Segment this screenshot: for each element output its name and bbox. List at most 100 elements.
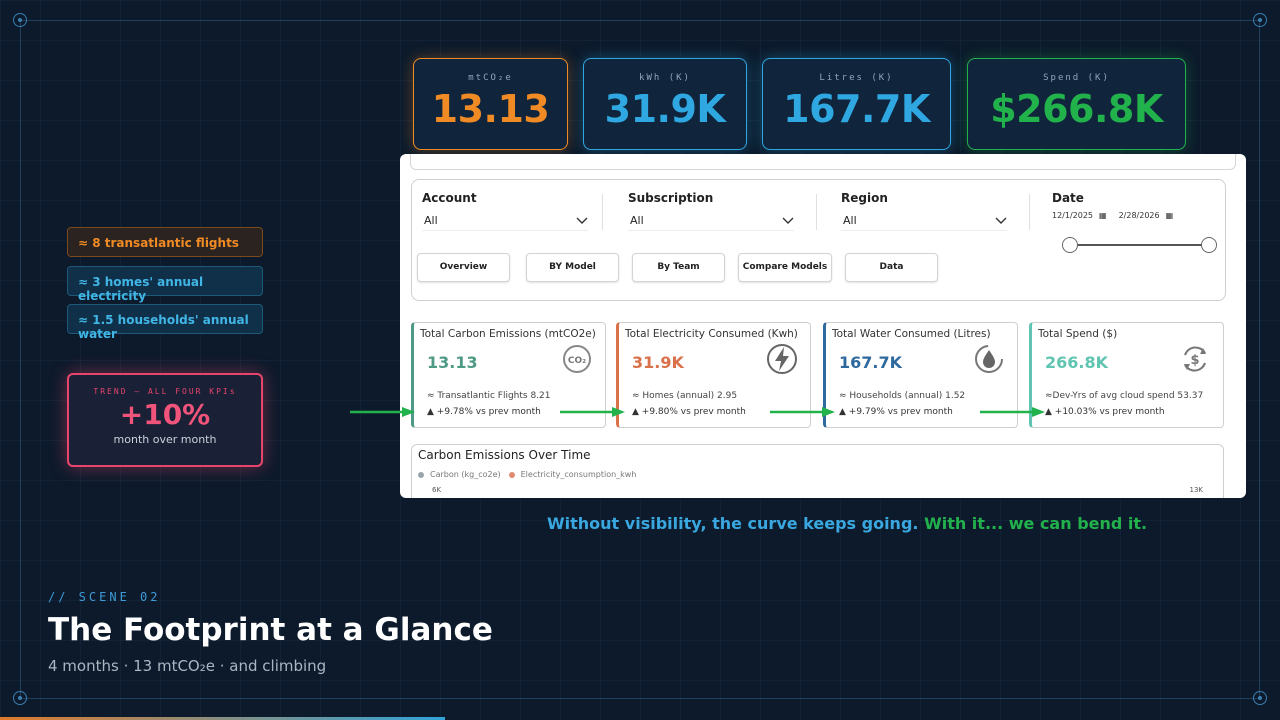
slider-start-handle[interactable] [1062, 237, 1078, 253]
tab-by-team[interactable]: By Team [632, 253, 725, 282]
legend-carbon-swatch [418, 471, 424, 478]
chevron-down-icon [782, 217, 794, 224]
page-subtitle: 4 months · 13 mtCO₂e · and climbing [48, 657, 327, 675]
right-axis-tick: 13K [1189, 486, 1204, 494]
tab-data[interactable]: Data [845, 253, 938, 282]
slider-track [1070, 244, 1209, 246]
frame-left-line [20, 20, 21, 698]
filter-date: Date 12/1/2025 ▦ 2/28/2026 ▦ [1052, 191, 1173, 220]
trend-subtitle: month over month [113, 433, 217, 446]
calendar-icon[interactable]: ▦ [1165, 211, 1174, 220]
kpi-value: $266.8K [990, 87, 1163, 131]
scene-label: // SCENE 02 [48, 590, 161, 604]
trend-label: TREND — ALL FOUR KPIs [93, 387, 237, 396]
kpi-value: 167.7K [783, 87, 930, 131]
pointer-arrow-icon [560, 407, 625, 417]
frame-bottom-line [20, 698, 1260, 699]
kpi-value: 31.9K [604, 87, 726, 131]
date-start-input[interactable]: 12/1/2025 ▦ [1052, 211, 1107, 220]
lightning-icon [767, 344, 797, 374]
trend-value: +10% [119, 398, 211, 431]
kpi-tile-electricity: kWh (K) 31.9K [583, 58, 747, 150]
filter-account: Account All [422, 191, 588, 231]
tab-compare-models[interactable]: Compare Models [738, 253, 832, 282]
filter-date-title: Date [1052, 191, 1084, 205]
card-carbon: Total Carbon Emissions (mtCO2e) 13.13 CO… [411, 322, 606, 428]
caption-part-2: With it... we can bend it. [924, 514, 1148, 533]
card-equivalent: ≈Dev-Yrs of avg cloud spend 53.37 [1045, 391, 1204, 401]
equivalent-homes: ≈ 3 homes' annual electricity [67, 266, 263, 303]
pointer-arrow-icon [770, 407, 835, 417]
date-start-value: 12/1/2025 [1052, 211, 1094, 220]
co2-icon: CO₂ [563, 345, 591, 373]
tab-overview[interactable]: Overview [417, 253, 510, 282]
filter-region: Region All [841, 191, 1007, 231]
slider-end-handle[interactable] [1201, 237, 1217, 253]
progress-bar [0, 717, 445, 720]
card-delta: ▲ +9.80% vs prev month [632, 407, 746, 417]
card-value: 31.9K [632, 353, 684, 372]
dashboard-panel: Account All Subscription All Region All … [400, 154, 1246, 498]
card-water: Total Water Consumed (Litres) 167.7K ≈ H… [823, 322, 1018, 428]
region-select-value: All [843, 214, 857, 227]
caption-part-1: Without visibility, the curve keeps goin… [547, 514, 919, 533]
filter-region-title: Region [841, 191, 888, 205]
account-select-value: All [424, 214, 438, 227]
subscription-select-value: All [630, 214, 644, 227]
kpi-value: 13.13 [431, 87, 550, 131]
date-range-slider[interactable] [1062, 237, 1217, 253]
legend-electricity-label: Electricity_consumption_kwh [520, 470, 637, 479]
filter-divider [602, 194, 603, 230]
kpi-tile-spend: Spend (K) $266.8K [967, 58, 1186, 150]
card-equivalent: ≈ Households (annual) 1.52 [839, 391, 966, 401]
card-electricity: Total Electricity Consumed (Kwh) 31.9K ≈… [616, 322, 811, 428]
filter-subscription-title: Subscription [628, 191, 714, 205]
kpi-label: Spend (K) [1043, 73, 1110, 83]
dashboard-header-bar [410, 154, 1236, 170]
card-delta: ▲ +9.78% vs prev month [427, 407, 541, 417]
card-value: 266.8K [1045, 353, 1109, 372]
filter-subscription: Subscription All [628, 191, 794, 231]
kpi-label: mtCO₂e [468, 73, 513, 83]
date-end-value: 2/28/2026 [1118, 211, 1160, 220]
pointer-arrow-icon [980, 407, 1045, 417]
subscription-select[interactable]: All [628, 211, 794, 231]
account-select[interactable]: All [422, 211, 588, 231]
tab-by-model[interactable]: BY Model [526, 253, 619, 282]
svg-text:$: $ [1190, 353, 1199, 368]
kpi-tile-water: Litres (K) 167.7K [762, 58, 951, 150]
card-title: Total Water Consumed (Litres) [832, 328, 991, 340]
page-title: The Footprint at a Glance [48, 612, 493, 648]
corner-marker-icon [13, 13, 27, 27]
trend-box: TREND — ALL FOUR KPIs +10% month over mo… [67, 373, 263, 467]
corner-marker-icon [1253, 691, 1267, 705]
equivalent-flights: ≈ 8 transatlantic flights [67, 227, 263, 257]
kpi-tile-carbon: mtCO₂e 13.13 [413, 58, 568, 150]
corner-marker-icon [1253, 13, 1267, 27]
filter-divider [816, 194, 817, 230]
water-drop-icon [975, 345, 1003, 373]
chart-title: Carbon Emissions Over Time [418, 448, 591, 462]
date-end-input[interactable]: 2/28/2026 ▦ [1119, 211, 1174, 220]
caption: Without visibility, the curve keeps goin… [547, 514, 1147, 533]
legend-electricity-swatch [508, 471, 515, 478]
pointer-arrow-icon [350, 407, 415, 417]
chevron-down-icon [576, 217, 588, 224]
chart-legend: Carbon (kg_co2e) Electricity_consumption… [418, 470, 636, 479]
card-delta: ▲ +10.03% vs prev month [1045, 407, 1165, 417]
kpi-label: Litres (K) [819, 73, 894, 83]
equivalent-households: ≈ 1.5 households' annual water [67, 304, 263, 341]
region-select[interactable]: All [841, 211, 1007, 231]
filter-bar: Account All Subscription All Region All … [411, 179, 1226, 301]
corner-marker-icon [13, 691, 27, 705]
dollar-cycle-icon: $ [1184, 346, 1206, 372]
card-title: Total Carbon Emissions (mtCO2e) [420, 328, 596, 340]
carbon-emissions-chart: Carbon Emissions Over Time Carbon (kg_co… [411, 444, 1224, 498]
filter-divider [1029, 194, 1030, 230]
card-title: Total Spend ($) [1038, 328, 1118, 340]
card-title: Total Electricity Consumed (Kwh) [625, 328, 798, 340]
left-axis-tick: 6K [432, 486, 442, 494]
calendar-icon[interactable]: ▦ [1099, 211, 1107, 220]
card-equivalent: ≈ Homes (annual) 2.95 [632, 391, 738, 401]
card-value: 13.13 [427, 353, 478, 372]
